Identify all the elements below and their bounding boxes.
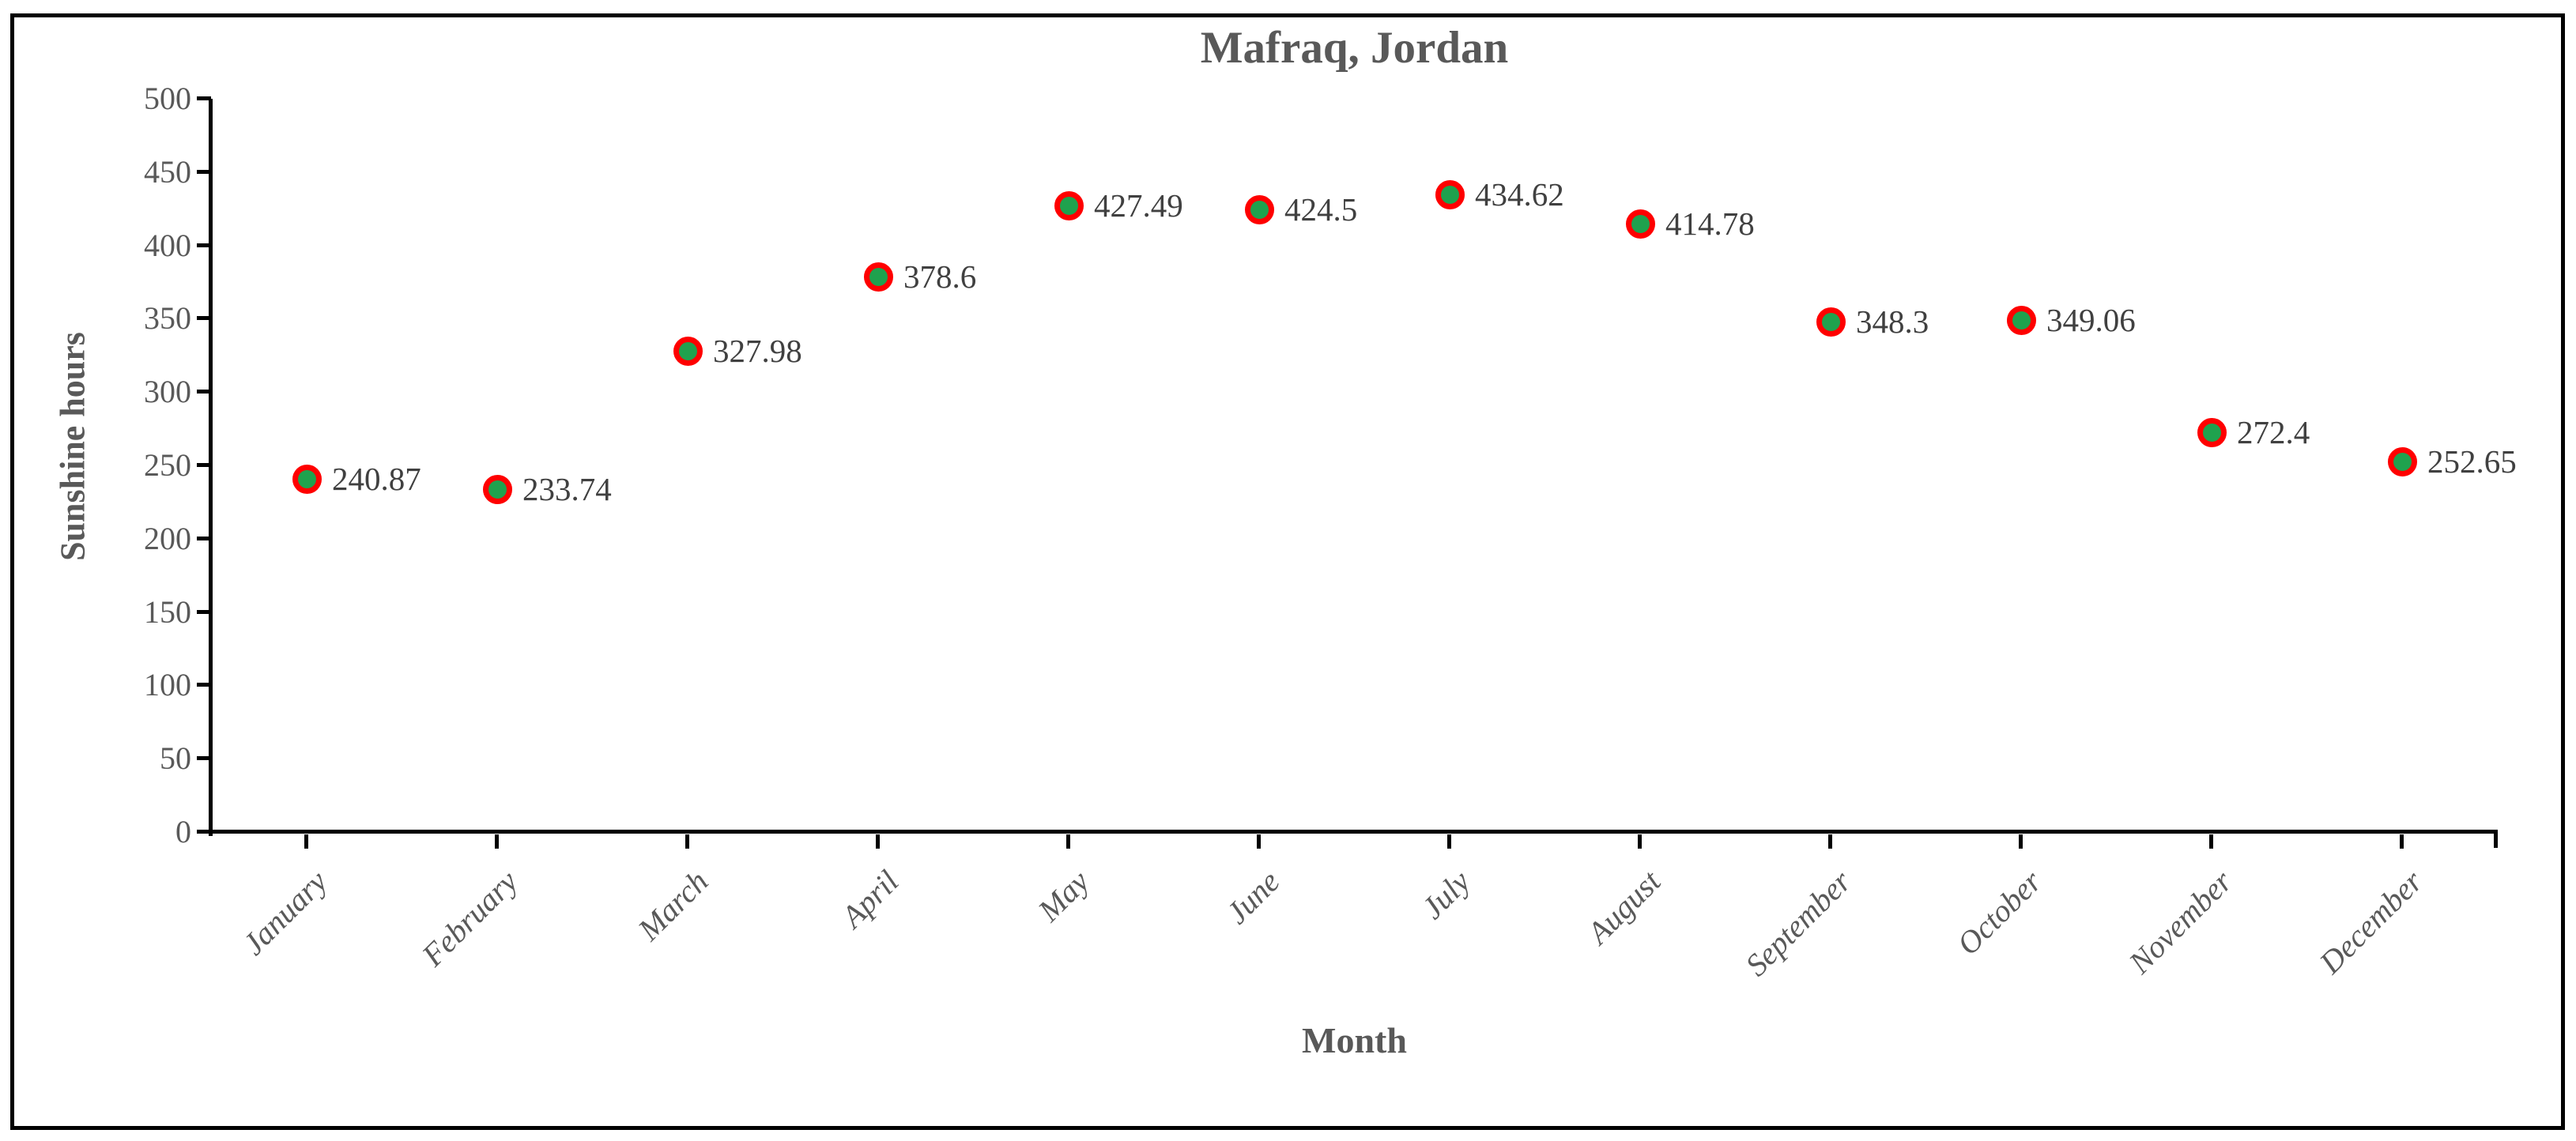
y-tick-label: 100 (144, 667, 191, 702)
x-tick (1638, 834, 1642, 849)
y-axis-line (209, 99, 213, 836)
x-tick (876, 834, 880, 849)
data-point-marker (292, 465, 322, 494)
y-tick (197, 96, 211, 100)
data-point-marker (673, 337, 703, 366)
y-tick (197, 756, 211, 760)
y-tick (197, 316, 211, 320)
y-tick (197, 243, 211, 247)
data-point-marker (1245, 195, 1274, 224)
y-tick (197, 390, 211, 394)
y-tick (197, 830, 211, 834)
data-point-marker (1626, 209, 1655, 239)
chart-frame (10, 13, 2565, 1130)
y-tick-label: 350 (144, 300, 191, 336)
chart-title: Mafraq, Jordan (1200, 23, 1509, 73)
y-tick-label: 450 (144, 154, 191, 190)
x-tick (1257, 834, 1261, 849)
data-point-label: 349.06 (2046, 302, 2136, 338)
data-point-label: 252.65 (2427, 443, 2517, 480)
x-axis-title: Month (1302, 1020, 1407, 1060)
data-point-label: 434.62 (1475, 176, 1564, 213)
x-tick (1447, 834, 1451, 849)
data-point-marker (1054, 191, 1084, 220)
data-point-marker (864, 262, 893, 292)
y-tick (197, 610, 211, 614)
data-point-marker (2007, 306, 2036, 335)
x-tick (1828, 834, 1832, 849)
y-tick-label: 0 (175, 814, 191, 849)
data-point-marker (2197, 418, 2227, 447)
data-point-label: 424.5 (1284, 191, 1358, 228)
x-tick (304, 834, 308, 849)
data-point-label: 272.4 (2237, 414, 2310, 450)
data-point-label: 233.74 (522, 471, 612, 507)
data-point-marker (1435, 180, 1465, 209)
y-tick-label: 400 (144, 228, 191, 263)
y-tick-label: 300 (144, 374, 191, 409)
y-tick (197, 170, 211, 174)
x-axis-end-tick (2494, 830, 2498, 848)
data-point-marker (2388, 447, 2417, 476)
x-tick (1066, 834, 1070, 849)
data-point-marker (483, 475, 512, 504)
y-tick-label: 250 (144, 447, 191, 483)
y-tick (197, 463, 211, 467)
y-tick-label: 150 (144, 594, 191, 630)
x-tick (685, 834, 689, 849)
y-tick (197, 537, 211, 540)
data-point-label: 378.6 (903, 258, 977, 295)
data-point-marker (1816, 307, 1846, 337)
y-tick-label: 200 (144, 521, 191, 556)
x-tick (2019, 834, 2023, 849)
data-point-label: 348.3 (1856, 303, 1929, 340)
y-tick-label: 50 (160, 740, 191, 776)
data-point-label: 414.78 (1665, 205, 1755, 242)
data-point-label: 427.49 (1094, 187, 1183, 224)
data-point-label: 327.98 (713, 333, 802, 369)
y-tick-label: 500 (144, 81, 191, 116)
x-tick (495, 834, 499, 849)
x-axis-line (197, 830, 2498, 834)
x-tick (2209, 834, 2213, 849)
data-point-label: 240.87 (332, 461, 421, 497)
y-tick (197, 683, 211, 687)
x-tick (2400, 834, 2404, 849)
